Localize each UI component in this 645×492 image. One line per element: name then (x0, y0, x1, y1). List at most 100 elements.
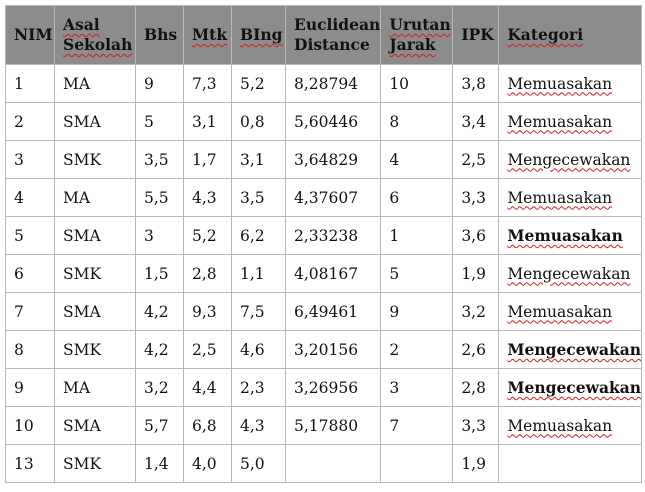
table-row: 1 MA 9 7,3 5,2 8,28794 10 3,8 Memuasakan (5, 64, 643, 103)
table-header: NIM Asal Sekolah Bhs Mtk BIng Euclidean Distanc… (5, 5, 643, 65)
euclidean-distance-header: Euclidean Distance (284, 5, 382, 65)
kategori-cell: Memuasakan (498, 64, 643, 103)
mtk-cell: 7,3 (183, 64, 232, 103)
bhs-cell: 9 (135, 64, 184, 103)
table-row: 4 MA 5,5 4,3 3,5 4,37607 6 3,3 Memuasakan (5, 178, 643, 217)
urutan-jarak-cell: 6 (380, 178, 454, 217)
ipk-header: IPK (452, 5, 500, 65)
asal-sekolah-cell: SMA (54, 406, 136, 445)
bing-cell: 5,2 (231, 64, 286, 103)
header-label: Urutan (389, 15, 451, 34)
ipk-cell: 3,8 (452, 64, 500, 103)
urutan-jarak-cell: 1 (380, 216, 454, 255)
ipk-cell: 3,3 (452, 178, 500, 217)
euclidean-distance-cell: 3,64829 (284, 140, 382, 179)
euclidean-distance-cell: 5,17880 (284, 406, 382, 445)
table-row: 6 SMK 1,5 2,8 1,1 4,08167 5 1,9 Mengecewakan (5, 254, 643, 293)
table-row: 2 SMA 5 3,1 0,8 5,60446 8 3,4 Memuasakan (5, 102, 643, 141)
bhs-cell: 3,5 (135, 140, 184, 179)
mtk-cell: 1,7 (183, 140, 232, 179)
ipk-cell: 3,4 (452, 102, 500, 141)
mtk-cell: 5,2 (183, 216, 232, 255)
asal-sekolah-cell: SMK (54, 444, 136, 483)
kategori-cell: Mengecewakan (498, 254, 643, 293)
knn-data-table: NIM Asal Sekolah Bhs Mtk BIng Euclidean Distanc… (5, 5, 643, 483)
mtk-cell: 4,4 (183, 368, 232, 407)
table-row: 8 SMK 4,2 2,5 4,6 3,20156 2 2,6 Mengecewakan (5, 330, 643, 369)
nim-cell: 6 (5, 254, 55, 293)
kategori-label: Mengecewakan (507, 378, 642, 397)
nim-cell: 10 (5, 406, 55, 445)
urutan-jarak-cell: 5 (380, 254, 454, 293)
kategori-cell: Memuasakan (498, 406, 643, 445)
asal-sekolah-cell: MA (54, 64, 136, 103)
mtk-cell: 2,8 (183, 254, 232, 293)
kategori-label: Memuasakan (507, 112, 613, 131)
table-row: 3 SMK 3,5 1,7 3,1 3,64829 4 2,5 Mengecewakan (5, 140, 643, 179)
mtk-cell: 4,3 (183, 178, 232, 217)
mtk-cell: 6,8 (183, 406, 232, 445)
asal-sekolah-header: Asal Sekolah (54, 5, 136, 65)
kategori-label: Mengecewakan (507, 340, 642, 359)
bing-cell: 7,5 (231, 292, 286, 331)
kategori-label: Mengecewakan (507, 264, 631, 283)
header-label: Bhs (144, 25, 178, 44)
asal-sekolah-cell: MA (54, 368, 136, 407)
header-label: Distance (294, 35, 370, 54)
euclidean-distance-cell: 6,49461 (284, 292, 382, 331)
table-row: 9 MA 3,2 4,4 2,3 3,26956 3 2,8 Mengecewakan (5, 368, 643, 407)
header-label: NIM (14, 25, 53, 44)
nim-cell: 1 (5, 64, 55, 103)
kategori-cell: Mengecewakan (498, 140, 643, 179)
nim-cell: 5 (5, 216, 55, 255)
bhs-cell: 4,2 (135, 330, 184, 369)
asal-sekolah-cell: SMK (54, 254, 136, 293)
header-label: IPK (461, 25, 494, 44)
urutan-jarak-header: Urutan Jarak (380, 5, 454, 65)
bhs-cell: 3,2 (135, 368, 184, 407)
mtk-cell: 3,1 (183, 102, 232, 141)
kategori-label: Memuasakan (507, 226, 623, 245)
asal-sekolah-cell: SMK (54, 140, 136, 179)
kategori-cell: Mengecewakan (498, 330, 643, 369)
urutan-jarak-cell: 7 (380, 406, 454, 445)
mtk-cell: 9,3 (183, 292, 232, 331)
asal-sekolah-cell: SMK (54, 330, 136, 369)
euclidean-distance-cell (284, 444, 382, 483)
table-row: 7 SMA 4,2 9,3 7,5 6,49461 9 3,2 Memuasakan (5, 292, 643, 331)
bhs-header: Bhs (135, 5, 184, 65)
ipk-cell: 2,8 (452, 368, 500, 407)
kategori-label: Mengecewakan (507, 150, 631, 169)
bing-cell: 3,1 (231, 140, 286, 179)
mtk-cell: 2,5 (183, 330, 232, 369)
urutan-jarak-cell: 10 (380, 64, 454, 103)
ipk-cell: 1,9 (452, 254, 500, 293)
table-row: 10 SMA 5,7 6,8 4,3 5,17880 7 3,3 Memuasakan (5, 406, 643, 445)
kategori-header: Kategori (498, 5, 643, 65)
bing-cell: 0,8 (231, 102, 286, 141)
bhs-cell: 1,5 (135, 254, 184, 293)
bhs-cell: 1,4 (135, 444, 184, 483)
bhs-cell: 4,2 (135, 292, 184, 331)
kategori-cell: Memuasakan (498, 102, 643, 141)
header-label: Mtk (192, 25, 228, 44)
ipk-cell: 3,3 (452, 406, 500, 445)
ipk-cell: 1,9 (452, 444, 500, 483)
nim-cell: 13 (5, 444, 55, 483)
euclidean-distance-cell: 5,60446 (284, 102, 382, 141)
table-row: 13 SMK 1,4 4,0 5,0 1,9 (5, 444, 643, 483)
nim-cell: 4 (5, 178, 55, 217)
header-label: Jarak (389, 35, 436, 54)
urutan-jarak-cell: 9 (380, 292, 454, 331)
asal-sekolah-cell: SMA (54, 102, 136, 141)
nim-cell: 2 (5, 102, 55, 141)
header-label: Euclidean (294, 15, 381, 34)
urutan-jarak-cell (380, 444, 454, 483)
kategori-label: Memuasakan (507, 188, 613, 207)
urutan-jarak-cell: 8 (380, 102, 454, 141)
urutan-jarak-cell: 4 (380, 140, 454, 179)
urutan-jarak-cell: 3 (380, 368, 454, 407)
kategori-cell: Memuasakan (498, 216, 643, 255)
kategori-cell: Mengecewakan (498, 368, 643, 407)
bing-cell: 5,0 (231, 444, 286, 483)
